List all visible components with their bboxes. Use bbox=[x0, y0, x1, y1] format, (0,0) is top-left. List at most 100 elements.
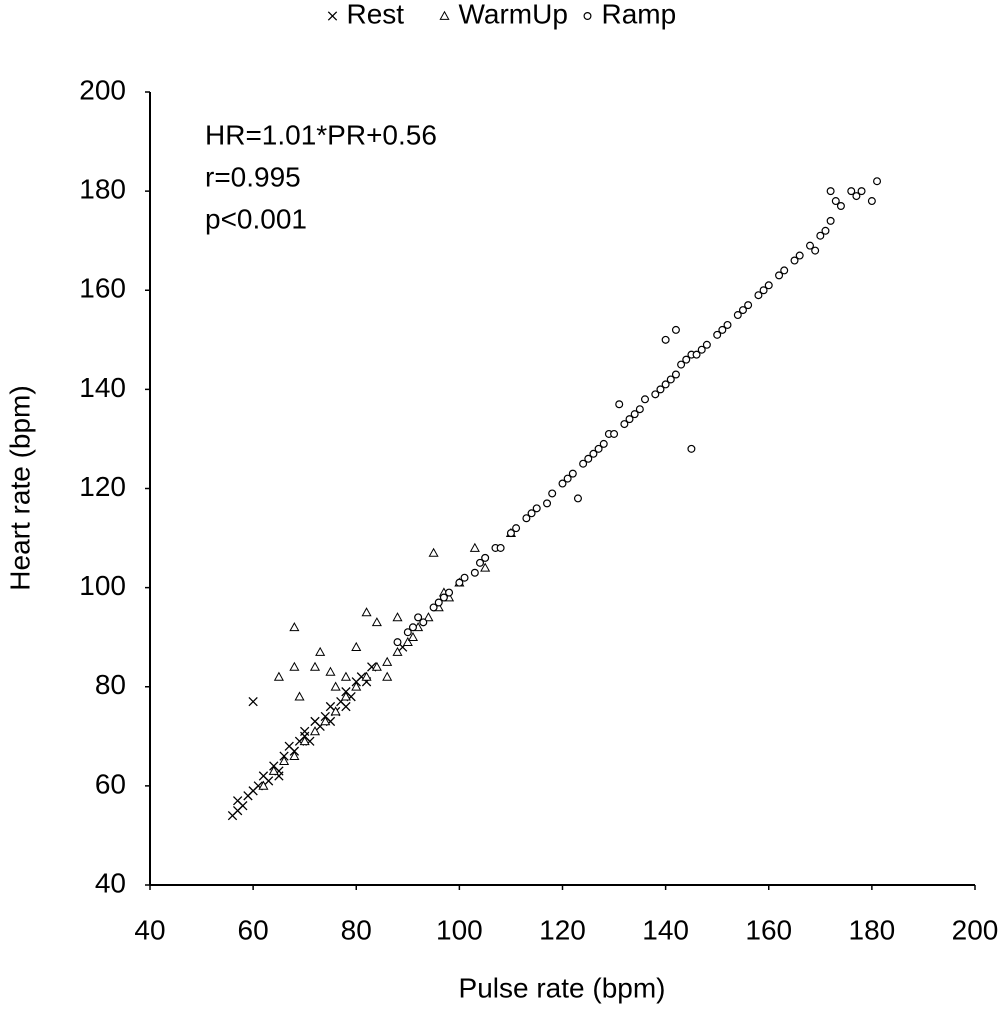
point bbox=[382, 671, 393, 681]
point bbox=[579, 459, 588, 468]
point bbox=[268, 765, 279, 775]
point bbox=[697, 345, 706, 354]
point bbox=[407, 631, 419, 642]
y-tick-label: 180 bbox=[79, 174, 126, 205]
point bbox=[677, 360, 686, 369]
point bbox=[867, 197, 876, 206]
point bbox=[289, 661, 300, 671]
point bbox=[852, 192, 861, 201]
point bbox=[723, 320, 732, 329]
point bbox=[232, 805, 243, 816]
point bbox=[671, 370, 680, 379]
y-axis-label: Heart rate (bpm) bbox=[4, 385, 35, 590]
legend-marker bbox=[327, 11, 338, 21]
point bbox=[445, 588, 454, 597]
x-tick-label: 80 bbox=[341, 914, 372, 945]
legend-marker bbox=[439, 10, 450, 20]
point bbox=[873, 177, 882, 186]
point bbox=[402, 636, 413, 647]
point bbox=[821, 226, 830, 235]
point bbox=[340, 691, 351, 701]
point bbox=[506, 529, 515, 538]
point bbox=[594, 444, 603, 453]
point bbox=[423, 612, 434, 622]
point bbox=[573, 494, 582, 503]
annotation: HR=1.01*PR+0.56 bbox=[205, 119, 437, 150]
point bbox=[532, 504, 541, 513]
point bbox=[469, 542, 480, 552]
point bbox=[558, 479, 567, 488]
point bbox=[543, 499, 552, 508]
point bbox=[625, 415, 634, 424]
point bbox=[392, 646, 403, 656]
point bbox=[382, 656, 393, 666]
point bbox=[651, 390, 660, 399]
point bbox=[496, 543, 505, 552]
point bbox=[455, 578, 464, 587]
point bbox=[640, 395, 649, 404]
y-tick-label: 40 bbox=[95, 867, 126, 898]
point bbox=[330, 681, 341, 691]
point bbox=[733, 311, 742, 320]
point bbox=[289, 622, 300, 632]
point bbox=[371, 617, 382, 627]
x-tick-label: 100 bbox=[436, 914, 483, 945]
point bbox=[805, 241, 814, 250]
point bbox=[754, 291, 763, 300]
point bbox=[429, 603, 438, 612]
legend-label: Ramp bbox=[602, 0, 677, 29]
point bbox=[656, 385, 665, 394]
point bbox=[610, 429, 619, 438]
point bbox=[563, 474, 572, 483]
y-tick-label: 60 bbox=[95, 768, 126, 799]
point bbox=[309, 661, 321, 671]
legend-label: Rest bbox=[347, 0, 405, 29]
point bbox=[351, 681, 362, 691]
point bbox=[687, 444, 696, 453]
point bbox=[361, 671, 372, 681]
point bbox=[419, 618, 428, 627]
point bbox=[403, 628, 412, 637]
point bbox=[661, 335, 670, 344]
point bbox=[341, 701, 351, 712]
point bbox=[330, 706, 341, 716]
y-tick-label: 100 bbox=[79, 570, 126, 601]
point bbox=[836, 201, 845, 210]
point bbox=[480, 562, 491, 572]
point bbox=[309, 726, 321, 736]
point bbox=[744, 301, 753, 310]
point bbox=[527, 509, 536, 518]
point bbox=[831, 197, 840, 206]
y-tick-label: 80 bbox=[95, 669, 126, 700]
legend-label: WarmUp bbox=[459, 0, 568, 29]
point bbox=[248, 696, 258, 707]
point bbox=[294, 691, 305, 701]
point bbox=[666, 375, 675, 384]
x-tick-label: 160 bbox=[745, 914, 792, 945]
point bbox=[393, 638, 402, 647]
point bbox=[589, 449, 598, 458]
point bbox=[361, 607, 372, 617]
point bbox=[299, 736, 310, 746]
point bbox=[816, 231, 825, 240]
point bbox=[434, 598, 443, 607]
point bbox=[351, 641, 362, 651]
point bbox=[795, 251, 804, 260]
point bbox=[512, 524, 521, 533]
point bbox=[847, 187, 856, 196]
point bbox=[826, 216, 835, 225]
point bbox=[584, 454, 593, 463]
point bbox=[738, 306, 747, 315]
point bbox=[371, 661, 382, 671]
point bbox=[615, 400, 624, 409]
x-axis-label: Pulse rate (bpm) bbox=[459, 972, 666, 1003]
point bbox=[481, 553, 490, 562]
point bbox=[258, 780, 269, 790]
point bbox=[439, 593, 448, 602]
point bbox=[671, 325, 680, 334]
point bbox=[857, 187, 866, 196]
point bbox=[702, 340, 711, 349]
point bbox=[300, 726, 310, 737]
x-tick-label: 40 bbox=[134, 914, 165, 945]
